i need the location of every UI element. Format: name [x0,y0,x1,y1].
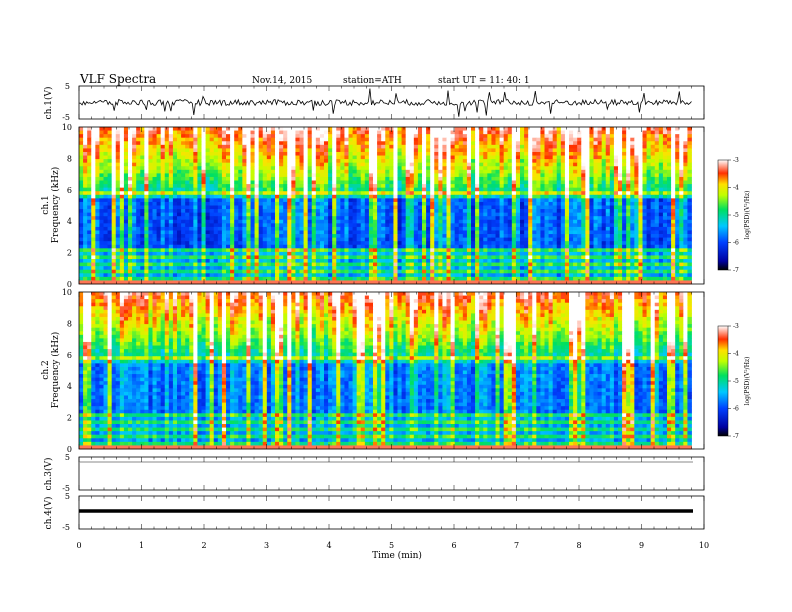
freq-tick-label: 6 [67,186,72,195]
ch3-wave-ytick-top: 5 [65,453,70,462]
time-tick-label: 10 [699,541,709,550]
ch2-freq-ylabel: Frequency (kHz) [50,332,61,409]
time-tick-label: 0 [76,541,81,550]
time-tick-label: 9 [639,541,644,550]
freq-tick-label: 8 [67,319,72,328]
ch2-colorbar: -3 -4 -5 -6 -7 log(PSD)(V²/Hz) [717,323,751,440]
ch3-wave-ytick-bottom: -5 [62,484,70,493]
colorbar-tick-label: -4 [733,185,739,192]
axis-ticks [78,86,705,529]
time-tick-label: 4 [326,541,331,550]
colorbar-tick-label: -5 [733,212,739,219]
colorbar-tick-label: -7 [733,267,739,274]
freq-tick-label: 8 [67,154,72,163]
freq-tick-label: 2 [67,414,72,423]
ch1-wave-ytick-top: 5 [65,82,70,91]
ch1-colorbar-label: log(PSD)(V²/Hz) [744,191,751,240]
freq-tick-label: 4 [67,382,72,391]
ch1-channel-label: ch.1 [41,195,51,214]
start-time-label: start UT = 11: 40: 1 [438,76,530,86]
ch1-waveform-ylabel: ch.1(V) [43,87,54,120]
ch2-colorbar-label: log(PSD)(V²/Hz) [744,357,751,406]
station-label: station=ATH [343,76,402,86]
freq-tick-label: 10 [62,123,72,132]
freq-tick-label: 6 [67,351,72,360]
time-tick-label: 8 [576,541,581,550]
ch4-wave-ytick-top: 5 [65,492,70,501]
freq-tick-label: 0 [67,280,72,289]
ch1-colorbar: -3 -4 -5 -6 -7 log(PSD)(V²/Hz) [717,157,751,274]
colorbar-tick-label: -4 [733,351,739,358]
colorbar-tick-label: -6 [733,240,739,247]
ch3-waveform-ylabel: ch.3(V) [43,458,54,491]
ch1-wave-ytick-bottom: -5 [62,113,70,122]
time-tick-labels: 0 1 2 3 4 5 6 7 8 9 10 [76,541,709,550]
ch1-waveform-plot [79,88,692,117]
x-axis-label: Time (min) [372,550,422,561]
ch2-channel-label: ch.2 [41,360,51,379]
time-tick-label: 1 [139,541,144,550]
ch1-trace [79,88,692,117]
colorbar-tick-label: -7 [733,433,739,440]
time-tick-label: 6 [451,541,456,550]
ch1-spectrogram-plot [78,126,705,285]
ch4-wave-ytick-bottom: -5 [62,523,70,532]
freq-tick-label: 10 [62,288,72,297]
time-tick-label: 2 [201,541,206,550]
colorbar-tick-label: -3 [733,323,739,330]
ch2-spectrogram-plot [78,291,705,450]
ch1-freq-ylabel: Frequency (kHz) [50,167,61,244]
time-tick-label: 5 [389,541,394,550]
colorbar-tick-label: -5 [733,378,739,385]
figure-title: VLF Spectra [79,72,156,86]
freq-tick-label: 2 [67,249,72,258]
colorbar-tick-label: -6 [733,406,739,413]
ch4-waveform-ylabel: ch.4(V) [43,497,54,530]
time-tick-label: 7 [514,541,519,550]
freq-tick-label: 0 [67,445,72,454]
colorbar-tick-label: -3 [733,157,739,164]
freq-tick-label: 4 [67,217,72,226]
time-tick-label: 3 [264,541,269,550]
date-label: Nov.14, 2015 [252,76,313,86]
